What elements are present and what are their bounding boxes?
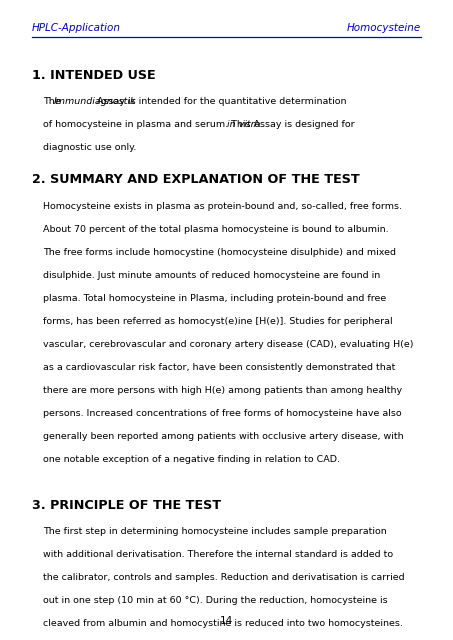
Text: the calibrator, controls and samples. Reduction and derivatisation is carried: the calibrator, controls and samples. Re… [43, 573, 405, 582]
Text: forms, has been referred as homocyst(e)ine [H(e)]. Studies for peripheral: forms, has been referred as homocyst(e)i… [43, 317, 393, 326]
Text: Immundiagnostik: Immundiagnostik [54, 97, 136, 106]
Text: diagnostic use only.: diagnostic use only. [43, 143, 136, 152]
Text: 1. INTENDED USE: 1. INTENDED USE [32, 69, 155, 82]
Text: The: The [43, 97, 64, 106]
Text: cleaved from albumin and homocystine is reduced into two homocysteines.: cleaved from albumin and homocystine is … [43, 619, 403, 628]
Text: plasma. Total homocysteine in Plasma, including protein-bound and free: plasma. Total homocysteine in Plasma, in… [43, 294, 386, 303]
Text: The free forms include homocystine (homocysteine disulphide) and mixed: The free forms include homocystine (homo… [43, 248, 396, 257]
Text: as a cardiovascular risk factor, have been consistently demonstrated that: as a cardiovascular risk factor, have be… [43, 363, 395, 372]
Text: The first step in determining homocysteine includes sample preparation: The first step in determining homocystei… [43, 527, 387, 536]
Text: out in one step (10 min at 60 °C). During the reduction, homocysteine is: out in one step (10 min at 60 °C). Durin… [43, 596, 388, 605]
Text: there are more persons with high H(e) among patients than among healthy: there are more persons with high H(e) am… [43, 386, 402, 395]
Text: 3. PRINCIPLE OF THE TEST: 3. PRINCIPLE OF THE TEST [32, 499, 221, 511]
Text: in vitro: in vitro [227, 120, 260, 129]
Text: one notable exception of a negative finding in relation to CAD.: one notable exception of a negative find… [43, 455, 340, 464]
Text: Homocysteine: Homocysteine [347, 23, 421, 33]
Text: HPLC-Application: HPLC-Application [32, 23, 120, 33]
Text: About 70 percent of the total plasma homocysteine is bound to albumin.: About 70 percent of the total plasma hom… [43, 225, 389, 234]
Text: Assay is intended for the quantitative determination: Assay is intended for the quantitative d… [94, 97, 347, 106]
Text: with additional derivatisation. Therefore the internal standard is added to: with additional derivatisation. Therefor… [43, 550, 393, 559]
Text: persons. Increased concentrations of free forms of homocysteine have also: persons. Increased concentrations of fre… [43, 409, 402, 418]
Text: vascular, cerebrovascular and coronary artery disease (CAD), evaluating H(e): vascular, cerebrovascular and coronary a… [43, 340, 414, 349]
Text: 2. SUMMARY AND EXPLANATION OF THE TEST: 2. SUMMARY AND EXPLANATION OF THE TEST [32, 173, 360, 186]
Text: 14: 14 [220, 616, 233, 626]
Text: of homocysteine in plasma and serum. This Assay is designed for: of homocysteine in plasma and serum. Thi… [43, 120, 358, 129]
Text: disulphide. Just minute amounts of reduced homocysteine are found in: disulphide. Just minute amounts of reduc… [43, 271, 380, 280]
Text: Homocysteine exists in plasma as protein-bound and, so-called, free forms.: Homocysteine exists in plasma as protein… [43, 202, 402, 211]
Text: generally been reported among patients with occlusive artery disease, with: generally been reported among patients w… [43, 432, 404, 441]
